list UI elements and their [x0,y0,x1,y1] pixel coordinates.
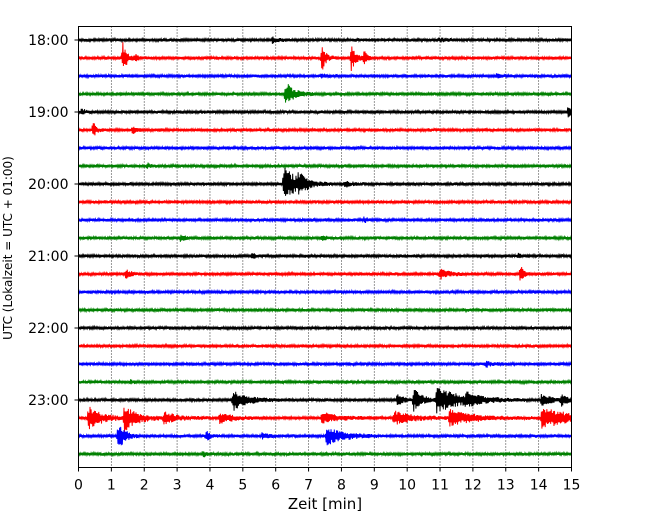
trace-row [78,360,572,368]
y-axis: 18:00 19:00 20:00 21:00 22:00 23:00 [28,33,79,409]
x-tick-label: 0 [74,478,83,494]
x-tick-label: 14 [530,478,548,494]
x-tick-label: 8 [337,478,346,494]
trace-row [78,162,572,170]
y-tick-label: 19:00 [28,105,68,121]
trace-row [78,342,572,350]
x-tick-label: 13 [497,478,515,494]
trace-row [78,450,572,458]
seismogram-traces [78,36,572,458]
y-tick-label: 22:00 [28,321,68,337]
x-tick-label: 1 [107,478,116,494]
trace-row [78,72,572,80]
trace-row [78,252,572,260]
x-axis-label: Zeit [min] [288,495,362,513]
trace-row [78,267,572,281]
plot-frame [78,26,572,468]
x-tick-label: 3 [173,478,182,494]
trace-row [78,426,572,446]
y-tick-label: 23:00 [28,393,68,409]
x-tick-label: 2 [140,478,149,494]
trace-row [78,234,572,242]
trace-row [78,288,572,296]
y-tick-label: 20:00 [28,177,68,193]
trace-row [78,388,572,414]
trace-row [78,198,572,206]
x-tick-label: 12 [464,478,482,494]
y-axis-label: UTC (Lokalzeit = UTC + 01:00) [1,156,15,340]
trace-row [78,123,572,136]
x-tick-label: 11 [431,478,449,494]
trace-row [78,144,572,152]
x-tick-label: 9 [370,478,379,494]
trace-row [78,84,572,103]
x-tick-label: 7 [304,478,313,494]
x-tick-label: 5 [238,478,247,494]
x-tick-label: 15 [563,478,581,494]
trace-row [78,306,572,314]
trace-row [78,378,572,386]
y-tick-label: 21:00 [28,249,68,265]
trace-row [78,107,572,118]
y-tick-label: 18:00 [28,33,68,49]
x-axis: 0 1 2 3 4 5 6 7 8 9 10 11 12 13 14 15 [74,467,581,494]
trace-row [78,216,572,224]
trace-row [78,36,572,44]
trace-row [78,324,572,332]
trace-row [78,406,572,433]
trace-row [78,167,572,196]
x-tick-label: 10 [398,478,416,494]
x-tick-label: 6 [271,478,280,494]
trace-row [78,42,572,71]
x-tick-label: 4 [206,478,215,494]
